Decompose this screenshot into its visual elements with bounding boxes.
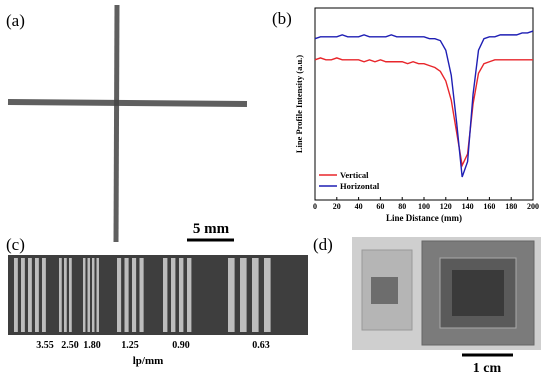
stripe (179, 258, 184, 332)
stripe (264, 258, 271, 332)
stripes (14, 258, 271, 332)
stripe (21, 258, 25, 332)
stripe (92, 258, 95, 332)
x-tick-label: 160 (483, 202, 495, 211)
x-tick-label: 20 (333, 202, 341, 211)
x-tick-label: 100 (418, 202, 430, 211)
stripe (14, 258, 18, 332)
legend-label: Vertical (340, 170, 369, 180)
cross-image (7, 4, 248, 243)
stripe (187, 258, 192, 332)
stripe (28, 258, 32, 332)
panel-label: (d) (313, 235, 333, 254)
stripe (96, 258, 99, 332)
panel-label: (a) (6, 11, 25, 30)
x-tick-label: 120 (440, 202, 452, 211)
stripe (132, 258, 137, 332)
stripe (117, 258, 122, 332)
resolution-label: 3.55 (36, 340, 54, 351)
scale-bar-label: 1 cm (473, 361, 502, 376)
stripe (240, 258, 247, 332)
line-chart: 0 20 40 60 80 100 120 140 160 180 200 Line Distance… (294, 7, 539, 223)
stripe (69, 258, 72, 332)
x-axis-label: Line Distance (mm) (386, 213, 462, 223)
stripe (59, 258, 62, 332)
stripe (124, 258, 129, 332)
stripe (163, 258, 168, 332)
y-axis-label: Line Profile Intensity (a.u.) (294, 55, 304, 153)
stripe (171, 258, 176, 332)
panel-label: (b) (272, 9, 292, 28)
series-line (314, 30, 534, 178)
scale-bar-label: 5 mm (193, 221, 230, 237)
stripe (228, 258, 235, 332)
x-tick-label: 200 (527, 202, 539, 211)
x-tick-label: 40 (355, 202, 363, 211)
resolution-label: 2.50 (61, 340, 79, 351)
stripe (252, 258, 259, 332)
stripe (139, 258, 144, 332)
x-tick-label: 80 (398, 202, 406, 211)
stripe (87, 258, 90, 332)
resolution-label: 1.25 (121, 340, 139, 351)
resolution-label: 1.80 (83, 340, 101, 351)
stripe (64, 258, 67, 332)
stripe (35, 258, 39, 332)
legend-label: Horizontal (340, 181, 380, 191)
stripe (42, 258, 46, 332)
resolution-label: 0.90 (172, 340, 190, 351)
x-tick-label: 60 (376, 202, 384, 211)
panel-label: (c) (6, 235, 25, 254)
resolution-label: 0.63 (252, 340, 270, 351)
x-tick-label: 140 (462, 202, 474, 211)
x-tick-label: 0 (313, 202, 317, 211)
chip-image (352, 237, 541, 350)
bar-target-image (8, 255, 308, 335)
axis-label: lp/mm (133, 355, 164, 367)
stripe (83, 258, 86, 332)
series-line (314, 57, 533, 168)
x-tick-label: 180 (505, 202, 517, 211)
